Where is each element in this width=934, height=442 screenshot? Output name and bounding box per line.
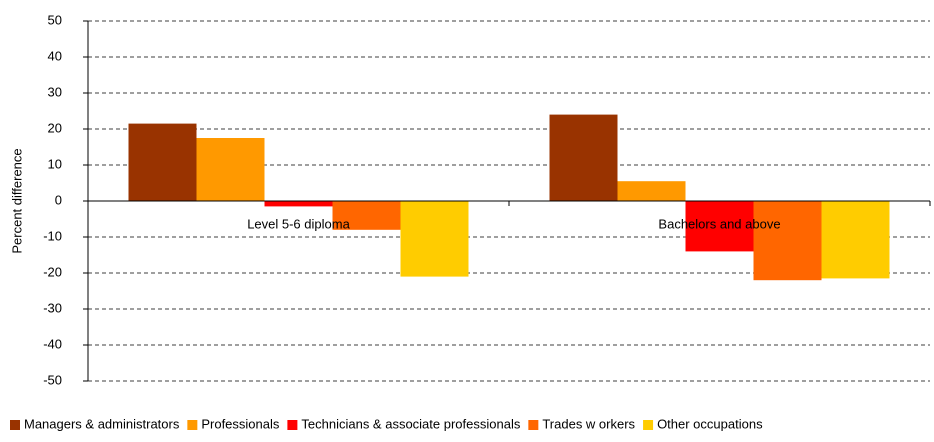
y-tick-label: 40 <box>48 48 62 63</box>
y-tick-label: -30 <box>43 300 62 315</box>
bar <box>196 138 265 201</box>
legend-swatch <box>187 420 198 430</box>
legend-swatch <box>528 420 539 430</box>
bar <box>332 201 401 230</box>
legend-swatch <box>10 420 20 430</box>
bar <box>821 201 890 279</box>
y-tick-label: 50 <box>48 12 62 27</box>
y-tick-label: -10 <box>43 228 62 243</box>
bar <box>753 201 822 281</box>
bar <box>264 201 333 207</box>
bar <box>400 201 469 277</box>
legend-label: Other occupations <box>657 416 763 431</box>
legend-label: Professionals <box>201 416 280 431</box>
bar <box>685 201 754 252</box>
x-tick-label: Bachelors and above <box>658 216 780 231</box>
y-tick-label: 10 <box>48 156 62 171</box>
legend-label: Technicians & associate professionals <box>301 416 520 431</box>
x-tick-label: Level 5-6 diploma <box>247 216 350 231</box>
y-axis-label: Percent difference <box>9 148 24 253</box>
y-tick-label: 0 <box>55 192 62 207</box>
bar <box>549 114 618 201</box>
legend-label: Managers & administrators <box>24 416 180 431</box>
bar <box>128 123 197 201</box>
y-tick-label: -50 <box>43 372 62 387</box>
y-tick-label: -20 <box>43 264 62 279</box>
bar <box>617 181 686 201</box>
legend-swatch <box>287 420 298 430</box>
y-tick-label: -40 <box>43 336 62 351</box>
legend-swatch <box>643 420 654 430</box>
y-tick-label: 20 <box>48 120 62 135</box>
legend-label: Trades w orkers <box>542 416 635 431</box>
y-tick-label: 30 <box>48 84 62 99</box>
